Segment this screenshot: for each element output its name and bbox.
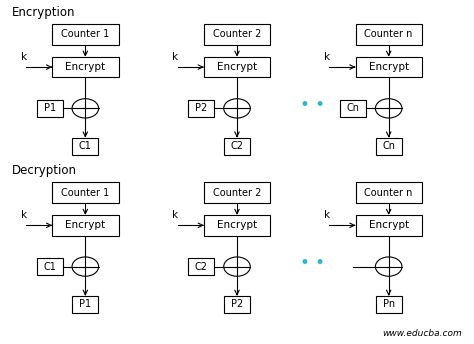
FancyBboxPatch shape: [204, 182, 270, 203]
FancyBboxPatch shape: [375, 138, 402, 155]
FancyBboxPatch shape: [188, 258, 214, 275]
Text: Counter 2: Counter 2: [213, 29, 261, 40]
Text: C2: C2: [195, 261, 208, 272]
Text: k: k: [173, 210, 178, 220]
FancyBboxPatch shape: [52, 24, 118, 45]
FancyBboxPatch shape: [224, 296, 250, 313]
Text: Counter 1: Counter 1: [61, 29, 109, 40]
Text: Cn: Cn: [382, 141, 395, 151]
FancyBboxPatch shape: [204, 57, 270, 77]
Text: k: k: [324, 52, 330, 62]
FancyBboxPatch shape: [356, 57, 422, 77]
Text: Encrypt: Encrypt: [217, 220, 257, 230]
FancyBboxPatch shape: [36, 258, 63, 275]
FancyBboxPatch shape: [72, 296, 98, 313]
Text: P2: P2: [195, 103, 208, 114]
Text: C1: C1: [43, 261, 56, 272]
Circle shape: [375, 257, 402, 276]
FancyBboxPatch shape: [52, 182, 118, 203]
Text: Counter n: Counter n: [365, 187, 413, 198]
Text: Encryption: Encryption: [12, 6, 75, 19]
FancyBboxPatch shape: [224, 138, 250, 155]
Text: C2: C2: [230, 141, 244, 151]
FancyBboxPatch shape: [204, 24, 270, 45]
FancyBboxPatch shape: [36, 100, 63, 117]
FancyBboxPatch shape: [188, 100, 214, 117]
Text: • •: • •: [301, 254, 325, 272]
Text: Decryption: Decryption: [12, 164, 77, 177]
Text: P2: P2: [231, 299, 243, 310]
Text: Encrypt: Encrypt: [369, 62, 409, 72]
Text: Pn: Pn: [383, 299, 395, 310]
FancyBboxPatch shape: [375, 296, 402, 313]
FancyBboxPatch shape: [356, 24, 422, 45]
Text: • •: • •: [301, 96, 325, 114]
FancyBboxPatch shape: [72, 138, 98, 155]
Text: Encrypt: Encrypt: [217, 62, 257, 72]
Text: www.educba.com: www.educba.com: [383, 329, 462, 338]
Text: Counter 2: Counter 2: [213, 187, 261, 198]
Circle shape: [224, 257, 250, 276]
Text: P1: P1: [79, 299, 91, 310]
FancyBboxPatch shape: [204, 215, 270, 236]
FancyBboxPatch shape: [52, 215, 118, 236]
Text: k: k: [21, 52, 27, 62]
Circle shape: [72, 99, 99, 118]
Text: Encrypt: Encrypt: [65, 62, 105, 72]
Text: Encrypt: Encrypt: [65, 220, 105, 230]
Text: k: k: [173, 52, 178, 62]
Circle shape: [224, 99, 250, 118]
Text: C1: C1: [79, 141, 92, 151]
FancyBboxPatch shape: [340, 100, 366, 117]
Text: Encrypt: Encrypt: [369, 220, 409, 230]
Text: k: k: [21, 210, 27, 220]
FancyBboxPatch shape: [52, 57, 118, 77]
Text: Counter n: Counter n: [365, 29, 413, 40]
Text: Counter 1: Counter 1: [61, 187, 109, 198]
Text: P1: P1: [44, 103, 56, 114]
FancyBboxPatch shape: [356, 215, 422, 236]
Circle shape: [375, 99, 402, 118]
Circle shape: [72, 257, 99, 276]
FancyBboxPatch shape: [356, 182, 422, 203]
Text: Cn: Cn: [346, 103, 360, 114]
Text: k: k: [324, 210, 330, 220]
